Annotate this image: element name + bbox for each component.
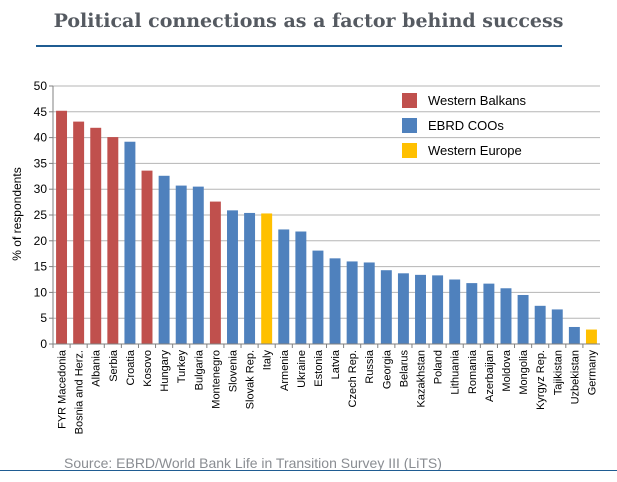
bar xyxy=(141,170,153,344)
bar xyxy=(158,175,170,344)
x-tick-label: Armenia xyxy=(279,349,291,391)
x-tick-label: FYR Macedonia xyxy=(57,349,69,429)
x-tick-label: Romania xyxy=(467,349,479,394)
y-tick-label: 35 xyxy=(34,156,48,170)
bar xyxy=(107,137,119,344)
bar xyxy=(432,275,444,344)
x-tick-label: Kyrgyz Rep. xyxy=(535,350,547,410)
bar xyxy=(278,229,290,344)
y-tick-label: 40 xyxy=(34,131,48,145)
bar xyxy=(585,329,597,344)
bar xyxy=(124,141,136,344)
bar xyxy=(517,294,529,344)
legend-label: Western Balkans xyxy=(428,93,527,108)
x-tick-label: Slovak Rep. xyxy=(245,350,257,409)
x-axis-ticks: FYR Macedonia Bosnia and Herz. Albania Serb… xyxy=(52,344,598,434)
y-tick-label: 30 xyxy=(34,182,48,196)
x-tick-label: Serbia xyxy=(108,349,120,382)
bar xyxy=(295,231,307,344)
x-tick-label: Estonia xyxy=(313,349,325,387)
x-tick-label: Bulgaria xyxy=(193,349,205,390)
bar xyxy=(551,309,563,344)
source-note: Source: EBRD/World Bank Life in Transiti… xyxy=(64,455,442,471)
y-tick-label: 5 xyxy=(40,311,47,325)
bar xyxy=(466,283,478,344)
x-tick-label: Moldova xyxy=(501,349,513,391)
x-tick-label: Latvia xyxy=(330,349,342,379)
x-tick-label: Russia xyxy=(364,349,376,384)
x-tick-label: Turkey xyxy=(176,350,188,384)
x-tick-label: Italy xyxy=(262,350,274,371)
bar xyxy=(312,250,324,344)
x-tick-label: Hungary xyxy=(159,350,171,392)
bar xyxy=(261,213,273,344)
bar xyxy=(568,326,580,344)
y-tick-label: 10 xyxy=(34,285,48,299)
chart-title: Political connections as a factor behind… xyxy=(53,10,564,32)
legend-label: Western Europe xyxy=(428,143,522,158)
x-tick-label: Kosovo xyxy=(142,350,154,387)
legend-label: EBRD COOs xyxy=(428,118,504,133)
bottom-divider xyxy=(0,470,617,471)
x-tick-label: Lithuania xyxy=(450,349,462,395)
y-tick-label: 15 xyxy=(34,260,48,274)
x-tick-label: Tajikistan xyxy=(552,350,564,395)
bar xyxy=(346,261,358,344)
y-tick-label: 50 xyxy=(34,79,48,93)
x-tick-label: Mongolia xyxy=(518,349,530,395)
x-tick-label: Bosnia and Herz. xyxy=(74,350,86,434)
bar xyxy=(244,212,256,344)
legend-swatch xyxy=(402,143,417,158)
bar xyxy=(363,262,375,344)
y-tick-label: 45 xyxy=(34,105,48,119)
x-tick-label: Germany xyxy=(586,350,598,396)
x-tick-label: Ukraine xyxy=(296,350,308,388)
bar xyxy=(397,273,409,344)
title-divider xyxy=(36,45,562,47)
axes xyxy=(52,86,600,345)
bar xyxy=(227,210,238,344)
y-axis-ticks: 0 5 10 15 20 25 30 35 40 45 50 xyxy=(34,79,53,351)
bar xyxy=(415,274,426,344)
bar xyxy=(483,283,495,344)
x-tick-label: Kazakhstan xyxy=(416,350,428,407)
bars xyxy=(56,110,597,345)
bar xyxy=(329,258,341,344)
x-tick-label: Azerbaijan xyxy=(484,350,496,402)
bar xyxy=(209,201,221,344)
x-tick-label: Slovenia xyxy=(227,349,239,392)
bar xyxy=(90,127,102,345)
x-tick-label: Georgia xyxy=(381,349,393,389)
y-tick-label: 25 xyxy=(34,208,48,222)
x-tick-label: Poland xyxy=(433,350,445,384)
bar xyxy=(500,288,512,344)
x-tick-label: Croatia xyxy=(125,349,137,385)
legend: Western Balkans EBRD COOs Western Europe xyxy=(402,93,527,158)
x-tick-label: Montenegro xyxy=(210,350,222,409)
x-tick-label: Uzbekistan xyxy=(569,350,581,404)
bar xyxy=(175,185,187,344)
bar xyxy=(449,279,461,344)
x-tick-label: Belarus xyxy=(398,350,410,388)
bar xyxy=(56,110,68,344)
y-tick-label: 0 xyxy=(40,337,47,351)
x-tick-label: Czech Rep. xyxy=(347,350,359,407)
bar xyxy=(534,305,546,344)
bar xyxy=(73,121,85,344)
y-tick-label: 20 xyxy=(34,234,48,248)
y-axis-label: % of respondents xyxy=(10,167,24,260)
x-tick-label: Albania xyxy=(91,349,103,387)
legend-swatch xyxy=(402,118,417,133)
bar xyxy=(192,186,204,344)
bar xyxy=(380,270,392,344)
legend-swatch xyxy=(402,93,417,108)
